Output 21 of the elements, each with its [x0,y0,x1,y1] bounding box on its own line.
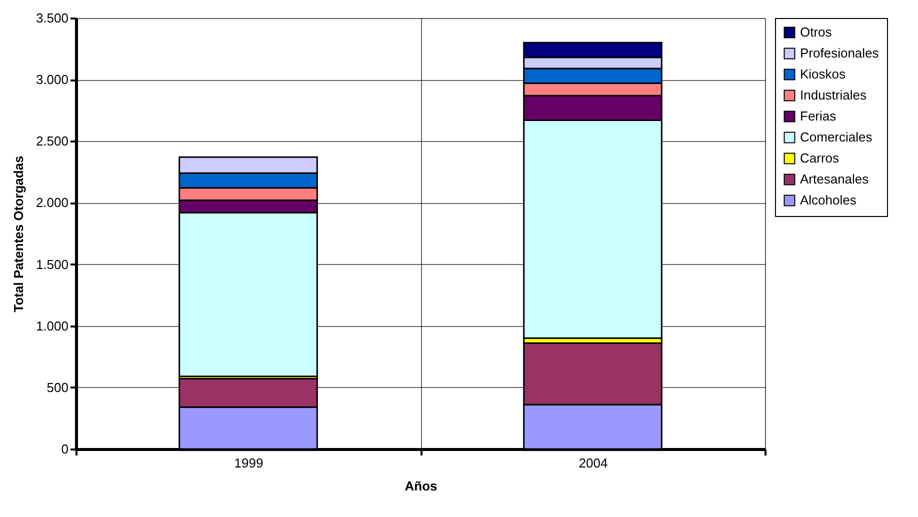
legend-label: Alcoholes [800,192,857,208]
legend-label: Industriales [800,88,867,102]
legend-label: Otros [800,24,832,40]
legend-label: Profesionales [800,46,880,60]
legend-label: Ferias [800,108,837,124]
y-tick-label: 500 [46,380,68,395]
legend-label: Carros [800,150,840,166]
legend-label: Comerciales [800,130,873,144]
y-tick-label: 2.000 [36,195,68,210]
y-tick-label: 1.500 [36,256,68,272]
y-tick-label: 3.000 [36,72,68,88]
x-tick-label: 1999 [234,456,264,470]
y-tick-label: 0 [61,442,68,456]
x-tick-label: 2004 [578,456,608,470]
legend-label: Kioskos [800,66,846,82]
y-tick-label: 3.500 [36,10,68,26]
y-axis-title: Total Patentes Otorgadas [10,156,26,312]
x-axis-title: Años [404,478,438,494]
legend-label: Artesanales [800,172,870,186]
y-tick-label: 1.000 [36,318,68,334]
y-tick-label: 2.500 [36,134,68,149]
